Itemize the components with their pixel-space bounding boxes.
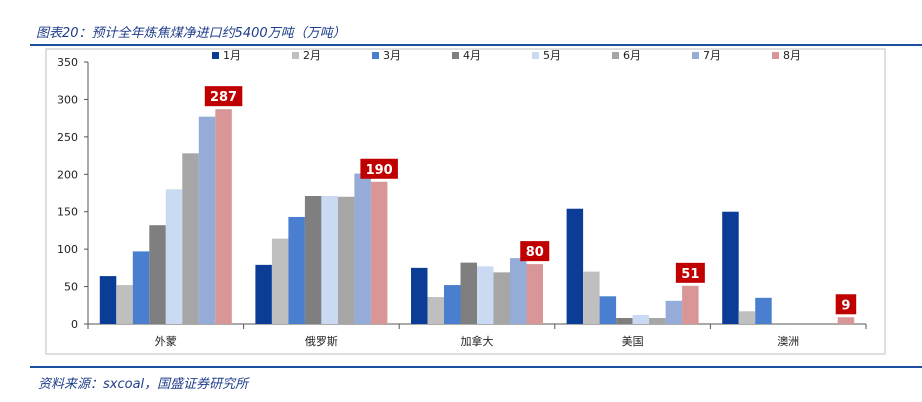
- chart-title: 图表20：预计全年炼焦煤净进口约5400万吨（万吨）: [36, 26, 346, 41]
- x-tick-label: 澳洲: [777, 335, 799, 348]
- bar: [649, 318, 666, 324]
- bar: [182, 153, 199, 324]
- x-tick-label: 美国: [622, 335, 644, 348]
- y-tick-label: 250: [57, 131, 78, 144]
- bar: [198, 116, 216, 324]
- bar: [337, 196, 355, 324]
- legend-swatch: [292, 52, 299, 59]
- y-tick-label: 350: [57, 56, 78, 69]
- legend-label: 7月: [703, 49, 721, 62]
- bar: [460, 262, 477, 324]
- y-tick-label: 300: [57, 93, 78, 106]
- bar: [255, 264, 272, 324]
- source-note: 资料来源：sxcoal，国盛证券研究所: [38, 377, 249, 392]
- data-label: 190: [366, 163, 393, 178]
- x-tick-label: 加拿大: [461, 334, 494, 348]
- bar: [632, 315, 650, 324]
- legend-swatch: [692, 52, 699, 59]
- legend-label: 1月: [223, 49, 241, 62]
- bar: [215, 109, 232, 324]
- data-label-box: [835, 294, 857, 315]
- data-label-box: [520, 241, 550, 262]
- bar: [116, 285, 133, 324]
- bar: [354, 173, 371, 324]
- y-tick-label: 150: [57, 206, 78, 219]
- bar: [722, 211, 739, 324]
- legend-swatch: [772, 52, 779, 59]
- y-tick-label: 100: [57, 243, 78, 256]
- footer-divider: [30, 366, 922, 368]
- bar: [427, 297, 444, 324]
- bar: [304, 195, 322, 324]
- bar: [321, 195, 338, 324]
- bar: [755, 297, 772, 324]
- bar: [510, 258, 527, 324]
- bar: [165, 189, 183, 324]
- data-label: 287: [210, 90, 237, 105]
- bar: [493, 272, 510, 324]
- legend-swatch: [372, 52, 379, 59]
- title-divider: [30, 44, 922, 46]
- bar: [271, 238, 289, 324]
- bar: [132, 251, 150, 324]
- bar: [837, 317, 855, 324]
- data-label: 51: [681, 267, 699, 282]
- data-label-box: [204, 86, 243, 107]
- bar: [526, 264, 543, 324]
- bar: [682, 285, 699, 324]
- data-label-box: [675, 262, 705, 283]
- y-tick-label: 0: [71, 318, 78, 331]
- bar: [149, 225, 166, 324]
- data-label: 9: [841, 298, 850, 313]
- x-tick-label: 俄罗斯: [305, 335, 338, 348]
- bar: [370, 181, 388, 324]
- bar: [444, 285, 461, 324]
- bar: [599, 296, 617, 324]
- bar: [288, 216, 305, 324]
- legend-label: 5月: [543, 49, 561, 62]
- legend-swatch: [532, 52, 539, 59]
- legend-label: 2月: [303, 49, 321, 62]
- data-label: 80: [526, 245, 544, 260]
- data-label-box: [360, 158, 398, 179]
- legend-label: 8月: [783, 49, 801, 62]
- bar: [566, 208, 584, 324]
- legend-label: 3月: [383, 49, 401, 62]
- legend-swatch: [212, 52, 219, 59]
- legend-label: 4月: [463, 49, 481, 62]
- bar: [616, 318, 633, 324]
- x-tick-label: 外蒙: [155, 335, 177, 348]
- legend-swatch: [612, 52, 619, 59]
- bar: [665, 300, 683, 324]
- bar: [477, 266, 494, 324]
- y-tick-label: 200: [57, 168, 78, 181]
- bar: [411, 267, 428, 324]
- legend-label: 6月: [623, 49, 641, 62]
- bar: [99, 276, 117, 324]
- legend-swatch: [452, 52, 459, 59]
- y-tick-label: 50: [64, 281, 78, 294]
- chart-border: [45, 48, 886, 355]
- bar: [583, 271, 600, 324]
- bar: [738, 311, 756, 324]
